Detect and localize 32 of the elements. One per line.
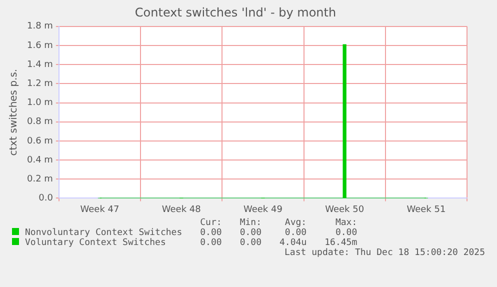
y-tick-label: 0.6 m (26, 136, 53, 146)
y-tick-label: 1.2 m (26, 79, 53, 90)
text: Min: (238, 218, 262, 228)
text: Cur: (199, 218, 222, 228)
text: 16.45m (324, 238, 358, 248)
y-tick-label: 1.8 m (26, 22, 53, 32)
x-tick-label: Week 51 (406, 204, 446, 215)
text: Last update: Thu Dec 18 15:00:20 2025 (284, 248, 485, 258)
text: Avg: (284, 218, 307, 228)
x-tick-label: Week 49 (243, 204, 283, 215)
x-tick-label: Week 47 (80, 204, 120, 215)
x-tick-label: Week 50 (325, 204, 364, 215)
y-axis-title: ctxt switches p.s. (8, 68, 20, 156)
text: 0.00 (284, 228, 307, 238)
text: Max: (334, 218, 358, 228)
text: 4.04u (278, 238, 307, 248)
text: 0.00 (238, 228, 262, 238)
legend-label: Nonvoluntary Context Switches (24, 228, 182, 238)
text: 0.00 (199, 238, 222, 248)
text: 0.00 (334, 228, 358, 238)
y-tick-label: 1.6 m (26, 40, 53, 51)
chart-title: Context switches 'lnd' - by month (134, 5, 336, 20)
y-tick-label: 0.8 m (26, 117, 53, 128)
text: 0.00 (238, 238, 262, 248)
x-tick-label: Week 48 (162, 204, 202, 215)
y-tick-label: 1.0 m (26, 98, 53, 108)
legend-label: Voluntary Context Switches (24, 238, 167, 248)
y-tick-label: 0.0 (38, 194, 54, 204)
y-tick-label: 0.2 m (26, 174, 53, 184)
y-tick-label: 0.4 m (26, 155, 53, 166)
text: 0.00 (199, 228, 222, 238)
y-tick-label: 1.4 m (26, 60, 53, 70)
